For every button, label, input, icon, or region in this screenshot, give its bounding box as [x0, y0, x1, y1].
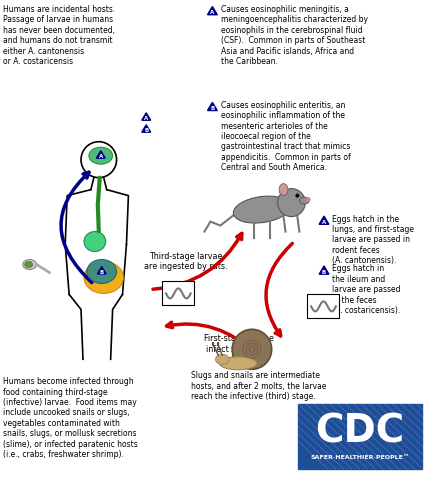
Text: First-stage larvae
infect snails and
slugs.: First-stage larvae infect snails and slu…: [204, 334, 273, 364]
Polygon shape: [319, 216, 328, 224]
Polygon shape: [141, 113, 150, 120]
Ellipse shape: [87, 259, 116, 284]
FancyBboxPatch shape: [298, 404, 421, 469]
Text: A: A: [321, 220, 326, 225]
Polygon shape: [97, 267, 106, 274]
Ellipse shape: [233, 196, 289, 223]
Ellipse shape: [279, 184, 287, 196]
Ellipse shape: [25, 261, 33, 268]
Ellipse shape: [23, 259, 36, 270]
Text: SAFER·HEALTHIER·PEOPLE™: SAFER·HEALTHIER·PEOPLE™: [309, 455, 408, 460]
Ellipse shape: [84, 261, 123, 293]
Text: Third-stage larvae
are ingested by rats.: Third-stage larvae are ingested by rats.: [144, 252, 227, 271]
Polygon shape: [319, 266, 328, 274]
Ellipse shape: [299, 197, 309, 204]
Text: CDC: CDC: [314, 412, 403, 450]
Polygon shape: [207, 6, 217, 14]
Polygon shape: [207, 102, 217, 111]
Text: Causes eosinophilic enteritis, an
eosinophilic inflammation of the
mesenteric ar: Causes eosinophilic enteritis, an eosino…: [221, 101, 350, 172]
Text: Humans are incidental hosts.
Passage of larvae in humans
has never been document: Humans are incidental hosts. Passage of …: [3, 5, 115, 66]
Text: A: A: [210, 10, 214, 15]
FancyBboxPatch shape: [161, 282, 193, 305]
Text: Eggs hatch in the
lungs, and first-stage
larvae are passed in
rodent feces
(A. c: Eggs hatch in the lungs, and first-stage…: [331, 214, 413, 265]
Circle shape: [305, 197, 310, 202]
Ellipse shape: [89, 147, 112, 164]
Text: B: B: [99, 270, 104, 275]
Circle shape: [232, 329, 271, 369]
Ellipse shape: [84, 231, 105, 252]
Ellipse shape: [215, 355, 229, 364]
Text: B: B: [321, 270, 326, 275]
Text: Eggs hatch in
the ileum and
larvae are passed
in the feces
(A. costaricensis).: Eggs hatch in the ileum and larvae are p…: [331, 265, 400, 315]
Ellipse shape: [219, 357, 256, 370]
Polygon shape: [96, 151, 105, 158]
Text: B: B: [210, 106, 214, 111]
Text: Humans become infected through
food containing third-stage
(infective) larvae.  : Humans become infected through food cont…: [3, 377, 138, 459]
Text: Causes eosinophilic meningitis, a
meningoencephalitis characterized by
eosinophi: Causes eosinophilic meningitis, a mening…: [221, 5, 368, 66]
Text: B: B: [144, 128, 148, 133]
Circle shape: [277, 189, 305, 216]
Text: Slugs and snails are intermediate
hosts, and after 2 molts, the larvae
reach the: Slugs and snails are intermediate hosts,…: [190, 371, 326, 401]
Text: A: A: [99, 154, 103, 159]
FancyBboxPatch shape: [306, 295, 338, 318]
Polygon shape: [141, 125, 150, 132]
Text: A: A: [144, 116, 148, 121]
Circle shape: [295, 194, 299, 198]
